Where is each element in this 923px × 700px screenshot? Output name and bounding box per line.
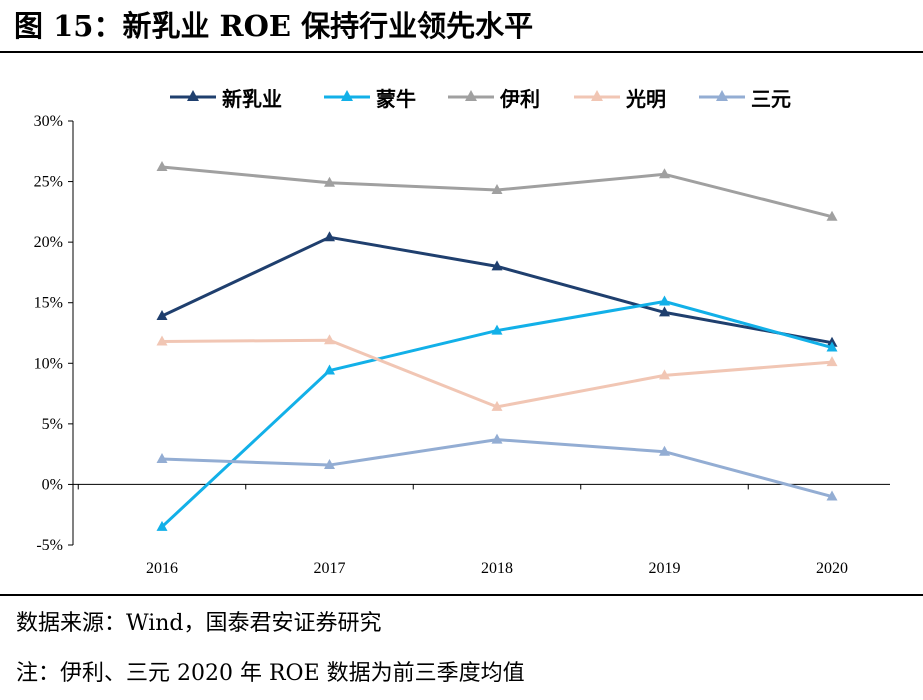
- series-marker-3: [659, 369, 670, 380]
- y-tick-label: 5%: [42, 416, 63, 433]
- legend-label: 三元: [751, 86, 791, 111]
- series-marker-0: [156, 310, 168, 321]
- series-marker-3: [156, 335, 168, 346]
- legend-label: 伊利: [500, 86, 540, 111]
- legend-marker: [716, 90, 728, 101]
- title-divider: [0, 51, 923, 53]
- legend-label: 新乳业: [222, 86, 282, 111]
- source-note: 数据来源：Wind，国泰君安证券研究: [16, 611, 382, 636]
- y-tick-label: 0%: [42, 476, 63, 493]
- y-tick-label: 15%: [34, 295, 63, 312]
- legend-swatch: [448, 90, 494, 101]
- series-line-3: [161, 338, 833, 409]
- legend-swatch: [324, 90, 370, 101]
- series-marker-2: [156, 161, 168, 172]
- legend-swatch: [699, 90, 745, 101]
- roe-line-chart: -5% 0% 5% 10% 15% 20% 25% 30% 2016 2017 2018 2019 20…: [34, 113, 890, 577]
- y-tick-label: 25%: [34, 174, 63, 191]
- series-marker-1: [324, 364, 335, 375]
- series-marker-4: [659, 445, 670, 456]
- legend-swatch: [574, 90, 620, 101]
- x-tick-label: 2017: [314, 560, 346, 577]
- chart-legend: 新乳业 蒙牛 伊利 光明 三元: [0, 82, 923, 112]
- chart-title: 图 15：新乳业 ROE 保持行业领先水平: [14, 9, 534, 43]
- legend-item: 光明: [572, 82, 666, 112]
- series-marker-0: [659, 306, 670, 317]
- x-tick-label: 2016: [146, 560, 178, 577]
- series-marker-4: [324, 459, 335, 470]
- series-marker-3: [324, 334, 335, 345]
- x-tick-label: 2018: [481, 560, 513, 577]
- series-marker-0: [491, 260, 503, 271]
- series-marker-2: [826, 210, 838, 221]
- series-marker-4: [491, 433, 503, 444]
- y-tick-label: -5%: [36, 537, 63, 554]
- series-marker-1: [826, 341, 838, 352]
- series-marker-4: [156, 452, 168, 463]
- series-marker-0: [324, 231, 335, 242]
- legend-marker: [187, 90, 199, 101]
- legend-item: 伊利: [446, 82, 540, 112]
- series-marker-3: [491, 400, 503, 411]
- footer-divider: [0, 594, 923, 596]
- series-marker-2: [491, 184, 503, 195]
- y-tick-label: 20%: [34, 234, 63, 251]
- legend-label: 蒙牛: [376, 86, 416, 111]
- legend-marker: [341, 90, 353, 101]
- series-marker-3: [826, 356, 838, 367]
- series-marker-2: [324, 176, 335, 187]
- series-line-1: [160, 300, 833, 528]
- series-marker-1: [659, 295, 670, 306]
- legend-item: 三元: [697, 82, 791, 112]
- x-tick-label: 2020: [816, 560, 848, 577]
- x-tick-label: 2019: [649, 560, 681, 577]
- y-tick-label: 10%: [34, 355, 63, 372]
- series-marker-1: [156, 520, 168, 531]
- series-line-4: [161, 438, 833, 498]
- legend-item: 新乳业: [168, 82, 282, 112]
- legend-marker: [591, 90, 603, 101]
- legend-label: 光明: [626, 86, 666, 111]
- series-marker-2: [659, 168, 670, 179]
- legend-item: 蒙牛: [322, 82, 416, 112]
- y-tick-label: 30%: [34, 113, 63, 130]
- series-marker-1: [491, 324, 503, 335]
- series-marker-4: [826, 490, 838, 501]
- footnote: 注：伊利、三元 2020 年 ROE 数据为前三季度均值: [16, 661, 525, 686]
- legend-marker: [465, 90, 477, 101]
- legend-swatch: [170, 90, 216, 101]
